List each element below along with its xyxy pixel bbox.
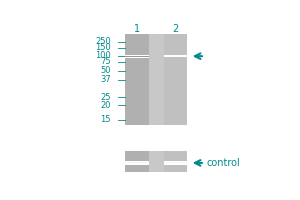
Text: 37: 37: [100, 75, 111, 84]
Bar: [125, 151, 148, 172]
Bar: [125, 151, 188, 172]
Text: 15: 15: [100, 115, 111, 124]
Text: 25: 25: [100, 93, 111, 102]
Bar: [148, 34, 163, 125]
Bar: [125, 34, 188, 125]
Text: 20: 20: [100, 101, 111, 110]
Text: 1: 1: [134, 24, 140, 34]
Text: 250: 250: [95, 37, 111, 46]
Text: control: control: [206, 158, 240, 168]
Bar: [164, 151, 187, 172]
Text: 75: 75: [100, 57, 111, 66]
Bar: [164, 34, 187, 125]
Text: 100: 100: [95, 51, 111, 60]
Text: 2: 2: [172, 24, 179, 34]
Text: 50: 50: [100, 66, 111, 75]
Bar: [125, 34, 148, 125]
Text: 150: 150: [95, 43, 111, 52]
